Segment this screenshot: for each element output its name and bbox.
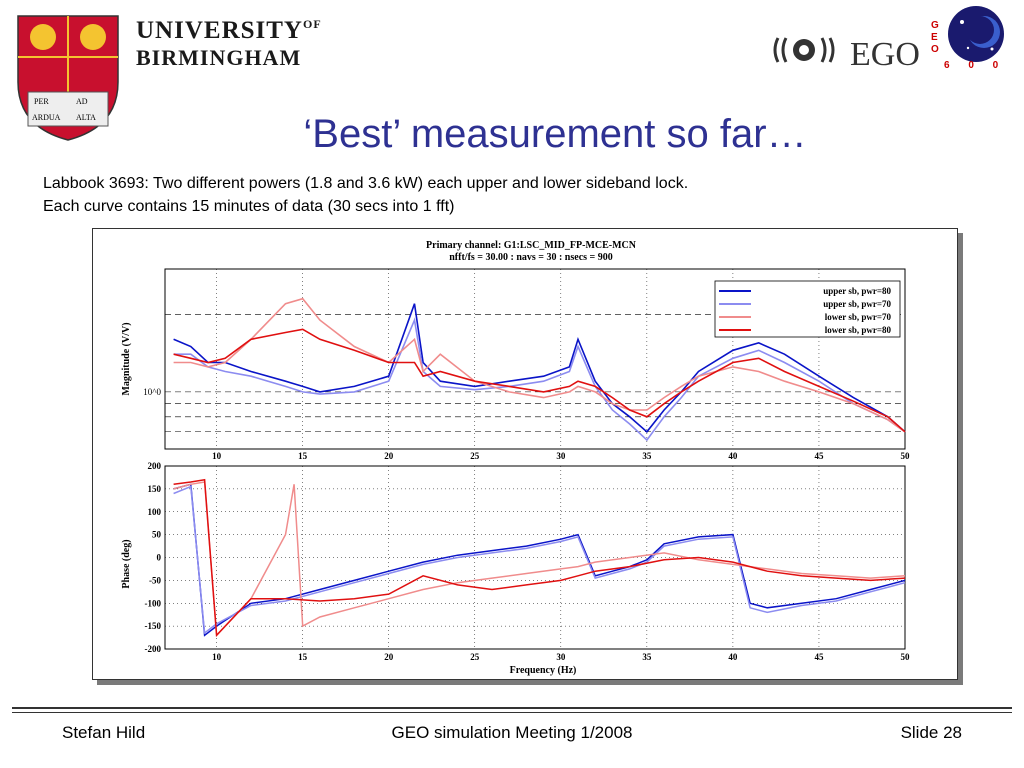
legend-entry: upper sb, pwr=70 [823,299,891,309]
chart-title: Primary channel: G1:LSC_MID_FP-MCE-MCN [426,240,637,251]
crest-motto-2: AD [76,97,88,106]
geo-letters: G E O [931,20,939,55]
geo600-logo-icon [948,6,1004,62]
legend-entry: lower sb, pwr=80 [825,325,892,335]
caption-line2: Each curve contains 15 minutes of data (… [43,198,455,215]
phase-xtick-label: 10 [212,652,222,662]
caption-line1: Labbook 3693: Two different powers (1.8 … [43,175,689,192]
magnitude-series-2 [173,317,906,442]
magnitude-xtick-label: 15 [298,451,308,461]
phase-ytick-label: 200 [148,461,162,471]
crest-motto-3: ARDUA [32,113,61,122]
phase-ytick-label: -100 [145,598,162,608]
phase-xtick-label: 15 [298,652,308,662]
phase-series-2 [173,485,906,635]
phase-xtick-label: 50 [901,652,911,662]
phase-series-4 [173,478,906,638]
magnitude-series-3 [173,297,906,433]
phase-ytick-label: 50 [152,530,162,540]
phase-ytick-label: 0 [157,553,162,563]
geo-600-text: 6 0 0 [944,60,1007,71]
ego-text: EGO [850,36,920,73]
magnitude-xtick-label: 45 [814,451,824,461]
phase-xtick-label: 35 [642,652,652,662]
university-line1: UNIVERSITY [136,17,303,44]
magnitude-xtick-label: 30 [556,451,566,461]
phase-xtick-label: 40 [728,652,738,662]
footer-meeting: GEO simulation Meeting 1/2008 [391,723,633,742]
phase-plot: 200 150 100 50 0 -50 -100 -150 -200 10 15 20 25 30 35 4… [145,461,911,662]
magnitude-xtick-label: 35 [642,451,652,461]
magnitude-xtick-label: 10 [212,451,222,461]
university-name: UNIVERSITYOF BIRMINGHAM [136,18,322,69]
phase-xtick-label: 45 [814,652,824,662]
ego-logo-icon [773,37,835,63]
phase-ytick-label: 100 [148,507,162,517]
phase-ylabel: Phase (deg) [121,539,132,588]
magnitude-series-1 [173,303,906,433]
university-of: OF [302,17,322,31]
university-crest-logo: PER AD ARDUA ALTA [17,15,119,141]
university-line2: BIRMINGHAM [136,45,302,70]
phase-ytick-label: -150 [145,621,162,631]
footer-author: Stefan Hild [62,723,146,742]
magnitude-xtick-label: 40 [728,451,738,461]
phase-xtick-label: 30 [556,652,566,662]
legend-entry: lower sb, pwr=70 [825,312,892,322]
phase-ytick-label: -50 [149,575,161,585]
magnitude-ytick-1: 10^0 [143,387,161,397]
magnitude-xtick-label: 25 [470,451,480,461]
footer-divider-thin [12,712,1012,713]
footer-divider [12,707,1012,709]
magnitude-xtick-label: 20 [384,451,394,461]
phase-xlabel: Frequency (Hz) [510,665,577,676]
bode-plot-figure: Primary channel: G1:LSC_MID_FP-MCE-MCN n… [121,240,911,676]
phase-ytick-label: -200 [145,644,162,654]
magnitude-plot: 10 15 20 25 30 35 40 45 50 10^0 upper sb, pwr=80 up… [143,268,911,461]
footer-slide-number: Slide 28 [900,723,962,742]
phase-xtick-label: 20 [384,652,394,662]
phase-ytick-label: 150 [148,484,162,494]
figure-frame: Primary channel: G1:LSC_MID_FP-MCE-MCN n… [92,228,958,680]
magnitude-ylabel: Magnitude (V/V) [121,322,132,395]
chart-subtitle: nfft/fs = 30.00 : navs = 30 : nsecs = 90… [449,252,612,263]
phase-xtick-label: 25 [470,652,480,662]
magnitude-xtick-label: 50 [901,451,911,461]
legend-entry: upper sb, pwr=80 [823,286,891,296]
crest-motto-1: PER [34,97,49,106]
magnitude-series-4 [173,328,906,433]
phase-series-1 [173,483,906,637]
slide-title: ‘Best’ measurement so far… [303,112,807,156]
crest-motto-4: ALTA [76,113,96,122]
